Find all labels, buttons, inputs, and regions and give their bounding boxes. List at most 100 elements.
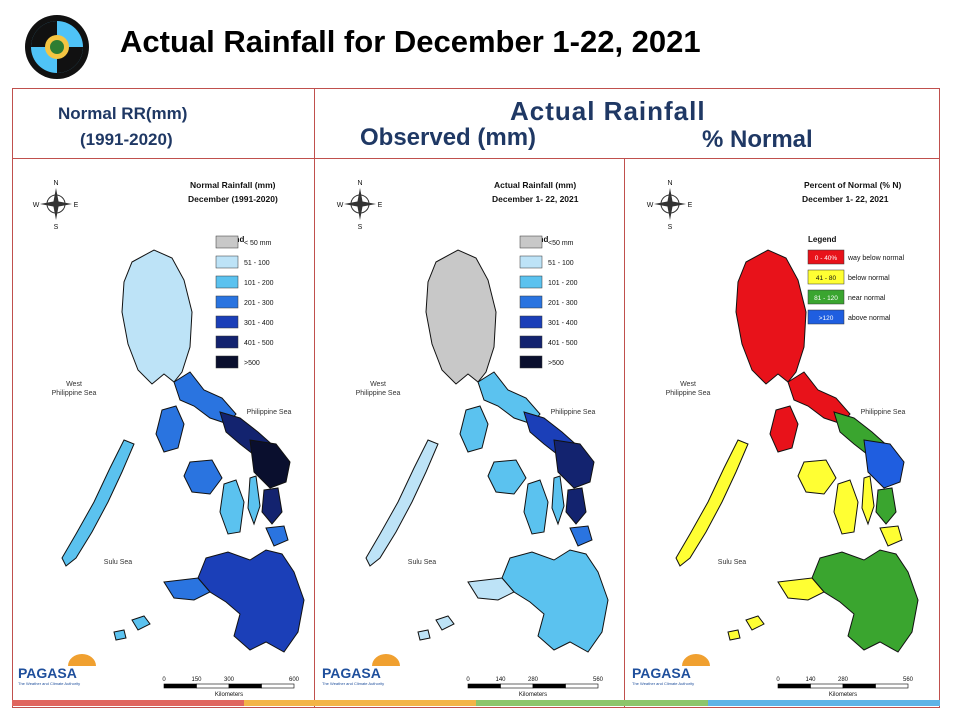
island-bohol [879, 525, 903, 547]
scale-tick-label: 150 [191, 677, 202, 683]
map-panel-percent: West Philippine Sea Philippine Sea Sulu Sea… [628, 162, 938, 702]
scale-tick-label: 0 [776, 677, 780, 683]
scale-tick-label: 140 [805, 677, 816, 683]
island-cebu [551, 475, 565, 526]
compass-rose-icon: N S E W [337, 180, 383, 231]
island-panay [797, 459, 837, 495]
island-leyte [565, 487, 587, 525]
compass-rose-icon: N S E W [647, 180, 693, 231]
island-mindoro [769, 405, 799, 453]
legend-label: 101 - 200 [244, 280, 274, 287]
island-luzon-north [121, 249, 193, 385]
map-svg: West Philippine Sea Philippine Sea Sulu Sea… [322, 180, 609, 698]
scale-unit-label: Kilometers [215, 692, 243, 698]
scale-tick-label: 140 [495, 677, 506, 683]
island-mindoro [155, 405, 185, 453]
legend-label: way below normal [847, 255, 904, 262]
legend-label: 51 - 100 [548, 260, 574, 267]
normal-label-line1: Normal RR(mm) [58, 104, 188, 123]
compass-e-label: E [688, 202, 693, 209]
header-divider [12, 158, 940, 159]
island-leyte [875, 487, 897, 525]
island-mindanao [811, 549, 919, 653]
island-palawan [675, 439, 749, 567]
island-sulu [113, 615, 151, 641]
page-title: Actual Rainfall for December 1-22, 2021 [120, 24, 701, 59]
compass-e-label: E [74, 202, 79, 209]
sulu-sea-label: Sulu Sea [104, 559, 133, 566]
legend-swatch-label: 81 - 120 [814, 295, 838, 302]
scale-tick-label: 300 [224, 677, 235, 683]
island-samar [863, 439, 905, 489]
legend-swatch [807, 249, 845, 265]
pagasa-logo [25, 15, 89, 79]
compass-w-label: W [33, 202, 40, 209]
scale-bar: 0 140 280 560 Kilometers [776, 677, 913, 698]
legend-swatch [807, 289, 845, 305]
scale-tick-label: 560 [903, 677, 914, 683]
legend-swatch [215, 255, 239, 269]
compass-n-label: N [53, 180, 58, 187]
umbrella-icon [68, 654, 96, 666]
legend-label: 101 - 200 [548, 280, 578, 287]
legend-label: above normal [848, 315, 891, 322]
scale-tick-label: 280 [528, 677, 539, 683]
legend-swatch-label: 41 - 80 [816, 275, 837, 282]
map-title-line2: December 1- 22, 2021 [802, 194, 889, 204]
map-title-line2: December 1- 22, 2021 [492, 194, 579, 204]
map-svg: West Philippine Sea Philippine Sea Sulu Sea… [18, 180, 305, 698]
legend-swatch [807, 309, 845, 325]
map-panel-actual: West Philippine Sea Philippine Sea Sulu Sea… [318, 162, 620, 702]
legend-swatch [519, 315, 543, 329]
island-palawan [365, 439, 439, 567]
legend-swatch [215, 315, 239, 329]
compass-s-label: S [54, 224, 59, 231]
legend-swatch-label: 0 - 40% [815, 255, 838, 262]
map-title-line1: Percent of Normal (% N) [804, 180, 901, 190]
legend-label: < 50 mm [244, 240, 272, 247]
sulu-sea-label: Sulu Sea [408, 559, 437, 566]
footer-color-segment [12, 700, 244, 706]
legend-label: 401 - 500 [244, 340, 274, 347]
scale-tick-label: 600 [289, 677, 300, 683]
west-sea-label-2: Philippine Sea [666, 390, 711, 397]
island-bohol [569, 525, 593, 547]
island-luzon-north [425, 249, 497, 385]
legend-label: below normal [848, 275, 890, 282]
island-cebu [247, 475, 261, 526]
footer-color-bar [12, 700, 940, 706]
legend-swatch [215, 335, 239, 349]
scale-tick-label: 560 [593, 677, 604, 683]
footer-color-segment [244, 700, 476, 706]
island-mindanao [501, 549, 609, 653]
compass-n-label: N [667, 180, 672, 187]
legend: Legend 0 - 40% way below normal 41 - 80 belo… [807, 235, 904, 325]
west-sea-label-1: West [680, 381, 696, 388]
brand-name: PAGASA [18, 665, 77, 681]
brand-name: PAGASA [632, 665, 691, 681]
scale-tick-label: 0 [466, 677, 470, 683]
legend-label: 51 - 100 [244, 260, 270, 267]
scale-unit-label: Kilometers [519, 692, 547, 698]
legend-label: 401 - 500 [548, 340, 578, 347]
legend-label: 201 - 300 [548, 300, 578, 307]
legend-label: >500 [244, 360, 260, 367]
islands [675, 249, 919, 653]
scale-bar: 0 140 280 560 Kilometers [466, 677, 603, 698]
legend-swatch [519, 295, 543, 309]
west-sea-label-1: West [370, 381, 386, 388]
compass-s-label: S [668, 224, 673, 231]
legend-swatch [215, 275, 239, 289]
legend-label: 301 - 400 [244, 320, 274, 327]
scale-bar: 0 150 300 600 Kilometers [162, 677, 299, 698]
umbrella-icon [372, 654, 400, 666]
islands [365, 249, 609, 653]
islands [61, 249, 305, 653]
content-frame [12, 88, 940, 708]
island-mindanao [197, 549, 305, 653]
map-panel-normal: West Philippine Sea Philippine Sea Sulu Sea… [14, 162, 312, 702]
island-luzon-north [735, 249, 807, 385]
percent-normal-label: % Normal [702, 126, 813, 153]
compass-rose-icon: N S E W [33, 180, 79, 231]
normal-label-line2: (1991-2020) [80, 130, 173, 149]
